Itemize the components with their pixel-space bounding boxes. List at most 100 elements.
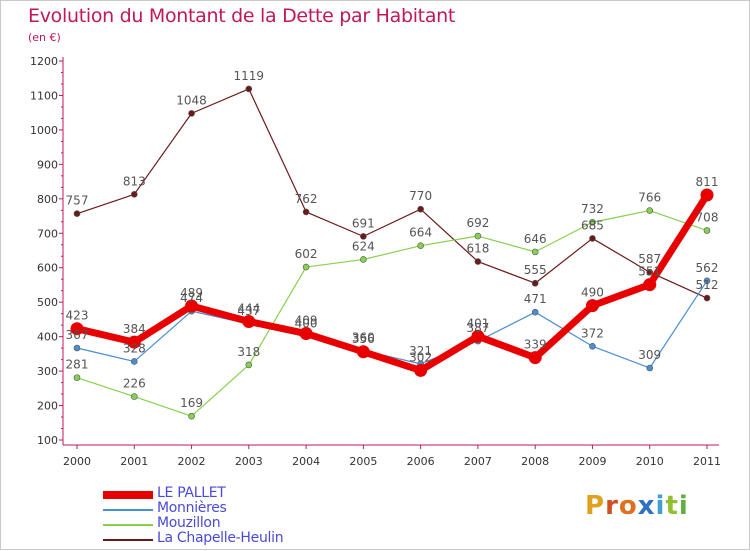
data-label: 708 [696, 211, 719, 225]
data-point [531, 279, 539, 287]
data-point [531, 308, 539, 316]
data-point [299, 327, 313, 341]
data-point [528, 351, 542, 365]
x-tick-label: 2008 [521, 455, 549, 468]
chart-unit: (en €) [28, 31, 61, 44]
y-tick-label: 700 [37, 227, 58, 240]
x-tick-label: 2004 [292, 455, 320, 468]
series-line [76, 209, 708, 417]
data-label: 1048 [176, 93, 207, 107]
y-tick-label: 600 [37, 262, 58, 275]
data-label: 813 [123, 174, 146, 188]
data-label: 490 [581, 286, 604, 300]
data-label: 562 [696, 261, 719, 275]
y-tick-label: 300 [37, 365, 58, 378]
legend-swatch [103, 491, 153, 499]
logo-letter: x [637, 491, 656, 521]
x-tick-label: 2000 [63, 455, 91, 468]
data-point [130, 393, 138, 400]
data-point [414, 363, 428, 377]
data-label: 691 [352, 216, 375, 230]
data-point [474, 258, 482, 265]
legend-label: Mouzillon [157, 515, 221, 531]
legend-swatch [103, 539, 153, 541]
data-label: 757 [66, 194, 89, 208]
logo-letter: i [678, 491, 689, 521]
chart-title: Evolution du Montant de la Dette par Hab… [28, 5, 456, 27]
data-label: 766 [638, 191, 661, 205]
data-label: 646 [524, 232, 547, 246]
data-point [245, 85, 253, 93]
data-label: 409 [295, 314, 318, 328]
data-label: 762 [295, 192, 318, 206]
legend-label: Monnières [157, 500, 227, 516]
data-label: 360 [352, 330, 375, 344]
x-tick-label: 2010 [636, 455, 664, 468]
legend-swatch [103, 524, 153, 526]
logo-letter: P [585, 491, 606, 521]
data-point [646, 364, 654, 372]
data-point [130, 191, 138, 198]
x-tick-label: 2009 [578, 455, 606, 468]
data-label: 685 [581, 218, 604, 232]
series-line [73, 191, 711, 374]
y-tick-label: 900 [37, 158, 58, 171]
data-label: 551 [638, 265, 661, 279]
data-label: 400 [295, 317, 318, 331]
data-label: 732 [581, 202, 604, 216]
data-label: 664 [409, 226, 432, 240]
data-label: 512 [696, 278, 719, 292]
y-tick-label: 400 [37, 331, 58, 344]
legend-label: La Chapelle-Heulin [157, 530, 284, 546]
data-label: 401 [466, 316, 489, 330]
y-tick-label: 500 [37, 296, 58, 309]
data-label: 281 [66, 358, 89, 372]
data-label: 489 [180, 286, 203, 300]
data-point [73, 344, 81, 352]
data-label: 444 [237, 301, 260, 315]
data-label: 372 [581, 326, 604, 340]
data-label: 367 [66, 328, 89, 342]
data-point [471, 329, 485, 343]
data-point [73, 374, 81, 381]
data-label: 474 [180, 291, 203, 305]
data-label: 226 [123, 377, 146, 391]
y-tick-label: 1100 [30, 89, 58, 102]
y-tick-label: 200 [37, 400, 58, 413]
proxiti-logo: Proxiti [585, 491, 689, 521]
data-point [643, 278, 657, 292]
data-label: 471 [524, 292, 547, 306]
x-tick-label: 2001 [120, 455, 148, 468]
data-point [127, 335, 141, 349]
data-point [703, 277, 711, 285]
data-point [360, 233, 367, 240]
y-tick-label: 1000 [30, 124, 58, 137]
data-point [700, 188, 714, 202]
data-point [188, 412, 195, 420]
data-point [589, 342, 596, 350]
data-point [474, 232, 482, 240]
data-point [703, 227, 711, 234]
data-point [417, 205, 424, 213]
data-label: 318 [237, 345, 260, 359]
series-line [76, 280, 708, 369]
data-point [589, 235, 596, 242]
data-point [245, 361, 253, 369]
y-tick-label: 1200 [30, 55, 58, 68]
series-line [76, 88, 708, 299]
data-point [130, 358, 138, 365]
data-label: 423 [66, 309, 89, 323]
data-point [356, 345, 370, 359]
data-point [70, 322, 84, 336]
data-label: 384 [123, 322, 146, 336]
data-label: 321 [409, 344, 432, 358]
legend-label: LE PALLET [157, 485, 226, 501]
data-point [360, 256, 367, 263]
data-point [188, 110, 195, 117]
x-tick-label: 2003 [235, 455, 263, 468]
data-label: 602 [295, 247, 318, 261]
data-label: 309 [638, 348, 661, 362]
logo-letter: t [665, 491, 679, 521]
